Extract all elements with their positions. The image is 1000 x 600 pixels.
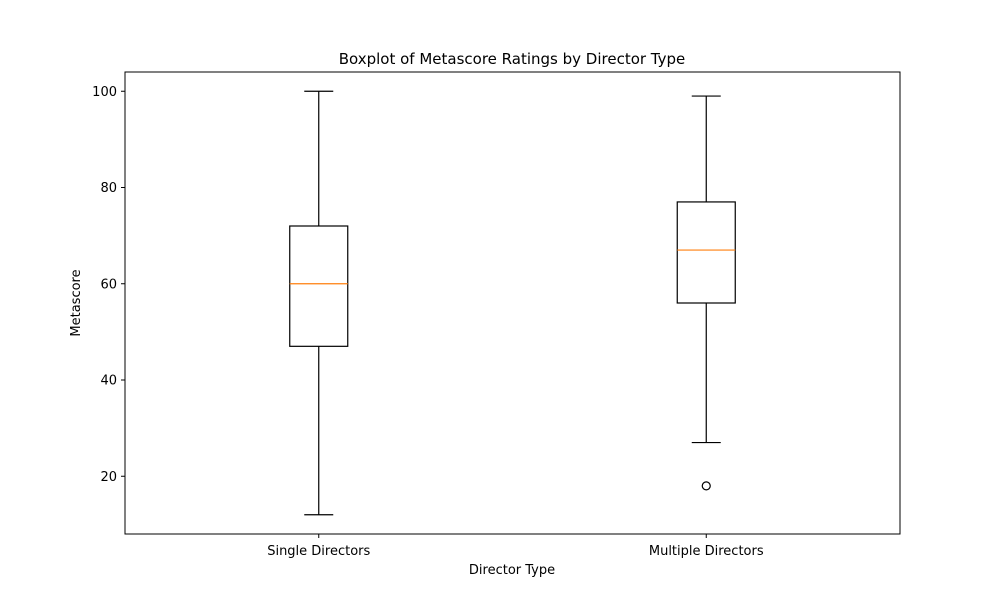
- y-tick-label: 80: [100, 181, 117, 196]
- x-axis-label: Director Type: [469, 563, 555, 578]
- box-group-1: [289, 90, 349, 516]
- y-axis-label: Metascore: [69, 269, 84, 336]
- box-group-2: [676, 95, 736, 491]
- plot-frame: [124, 71, 901, 535]
- y-tick-label: 60: [100, 277, 117, 292]
- box-iqr: [289, 225, 349, 347]
- box-iqr: [676, 201, 736, 304]
- x-tick-label: Single Directors: [267, 544, 370, 559]
- y-tick-label: 40: [100, 374, 117, 389]
- x-tick-label: Multiple Directors: [649, 544, 764, 559]
- chart-title: Boxplot of Metascore Ratings by Director…: [339, 50, 686, 68]
- y-tick-label: 100: [92, 85, 117, 100]
- axes: 20 40 60 80 100 Single Directors Multiple Dire…: [92, 71, 901, 559]
- outlier-point: [701, 481, 711, 491]
- plot-area: [289, 90, 736, 516]
- y-tick-label: 20: [100, 470, 117, 485]
